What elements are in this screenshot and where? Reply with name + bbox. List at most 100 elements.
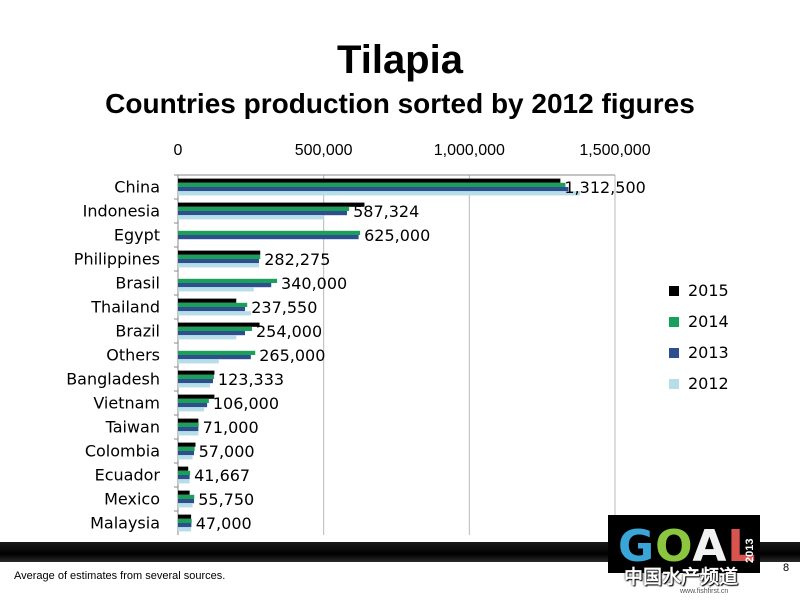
legend-swatch-2015	[669, 286, 679, 296]
bar-2015	[178, 418, 199, 423]
bar-2014	[178, 254, 261, 259]
category-label: Bangladesh	[66, 370, 160, 389]
bar-2012	[178, 263, 259, 268]
data-label: 587,324	[353, 202, 419, 221]
data-label: 57,000	[199, 442, 255, 461]
data-label: 41,667	[194, 466, 250, 485]
data-label: 1,312,500	[564, 178, 645, 197]
data-label: 237,550	[251, 298, 317, 317]
data-label: 47,000	[196, 514, 252, 533]
watermark-url: www.fishfirst.cn	[680, 588, 729, 595]
category-label: Others	[106, 346, 160, 365]
bar-2013	[178, 211, 347, 216]
page-number: 8	[783, 562, 790, 574]
bar-2014	[178, 494, 195, 499]
legend-swatch-2012	[669, 379, 679, 389]
bar-2014	[178, 302, 248, 307]
bar-2013	[178, 451, 195, 456]
logo-year: 2013	[744, 538, 756, 563]
bar-2015	[178, 490, 190, 495]
data-label: 254,000	[256, 322, 322, 341]
category-label: Ecuador	[95, 466, 161, 485]
bar-2014	[178, 446, 195, 451]
bar-2013	[178, 355, 251, 360]
data-label: 282,275	[264, 250, 330, 269]
bar-2012	[178, 287, 254, 292]
chart-title: Tilapia	[337, 38, 463, 82]
category-label: Mexico	[104, 490, 160, 509]
bar-2013	[178, 523, 192, 528]
category-label: Taiwan	[105, 418, 160, 437]
bar-2014	[178, 518, 192, 523]
bar-2012	[178, 311, 251, 316]
bar-2013	[178, 427, 199, 432]
bar-2013	[178, 259, 259, 264]
data-label: 106,000	[213, 394, 279, 413]
data-label: 55,750	[198, 490, 254, 509]
bar-2014	[178, 422, 199, 427]
bar-2015	[178, 442, 196, 447]
footer-bar	[0, 542, 800, 562]
footnote: Average of estimates from several source…	[14, 570, 226, 582]
bar-2014	[178, 374, 214, 379]
bar-2015	[178, 250, 261, 255]
category-label: Colombia	[85, 442, 160, 461]
bar-2015	[178, 514, 192, 519]
bar-2014	[178, 230, 361, 235]
data-label: 265,000	[259, 346, 325, 365]
legend-label-2014: 2014	[688, 312, 729, 331]
bar-2014	[178, 278, 278, 283]
legend-swatch-2014	[669, 317, 679, 327]
x-tick-label: 1,000,000	[434, 142, 505, 159]
bar-2013	[178, 235, 359, 240]
bar-2015	[178, 394, 215, 399]
bar-2012	[178, 479, 190, 484]
bar-2012	[178, 335, 237, 340]
bar-2014	[178, 182, 566, 187]
bar-2012	[178, 455, 193, 460]
category-label: Vietnam	[93, 394, 160, 413]
bar-2013	[178, 331, 246, 336]
category-label: Philippines	[74, 250, 160, 269]
goal-logo: GOAL 2013	[608, 515, 760, 573]
bar-2012	[178, 191, 581, 196]
legend-swatch-2013	[669, 348, 679, 358]
chart-subtitle: Countries production sorted by 2012 figu…	[105, 88, 695, 119]
bar-2015	[178, 322, 260, 327]
bar-2013	[178, 307, 246, 312]
bar-2012	[178, 383, 211, 388]
bar-2013	[178, 283, 272, 288]
category-label: Brazil	[115, 322, 160, 341]
bar-2012	[178, 503, 193, 508]
legend-label-2015: 2015	[688, 281, 729, 300]
bar-2013	[178, 475, 190, 480]
bar-2015	[178, 370, 215, 375]
bar-2015	[178, 466, 189, 471]
bar-2014	[178, 206, 350, 211]
bar-2013	[178, 403, 208, 408]
bar-2014	[178, 326, 252, 331]
logo-text: GOAL	[618, 521, 757, 572]
x-tick-label: 0	[174, 142, 183, 159]
bar-2012	[178, 359, 219, 364]
bar-2012	[178, 527, 192, 532]
bar-2014	[178, 470, 191, 475]
data-label: 625,000	[364, 226, 430, 245]
data-label: 340,000	[281, 274, 347, 293]
bar-2013	[178, 187, 569, 192]
bar-2012	[178, 215, 324, 220]
data-label: 123,333	[218, 370, 284, 389]
category-label: Indonesia	[83, 202, 160, 221]
category-label: Thailand	[90, 298, 160, 317]
legend-label-2013: 2013	[688, 343, 729, 362]
x-tick-label: 500,000	[295, 142, 353, 159]
bar-2014	[178, 398, 209, 403]
legend-label-2012: 2012	[688, 374, 729, 393]
watermark: 中国水产频道	[624, 566, 739, 588]
category-label: Malaysia	[90, 514, 160, 533]
bar-2013	[178, 499, 195, 504]
bar-2015	[178, 298, 237, 303]
bar-2013	[178, 379, 213, 384]
bar-2012	[178, 407, 205, 412]
data-label: 71,000	[203, 418, 259, 437]
